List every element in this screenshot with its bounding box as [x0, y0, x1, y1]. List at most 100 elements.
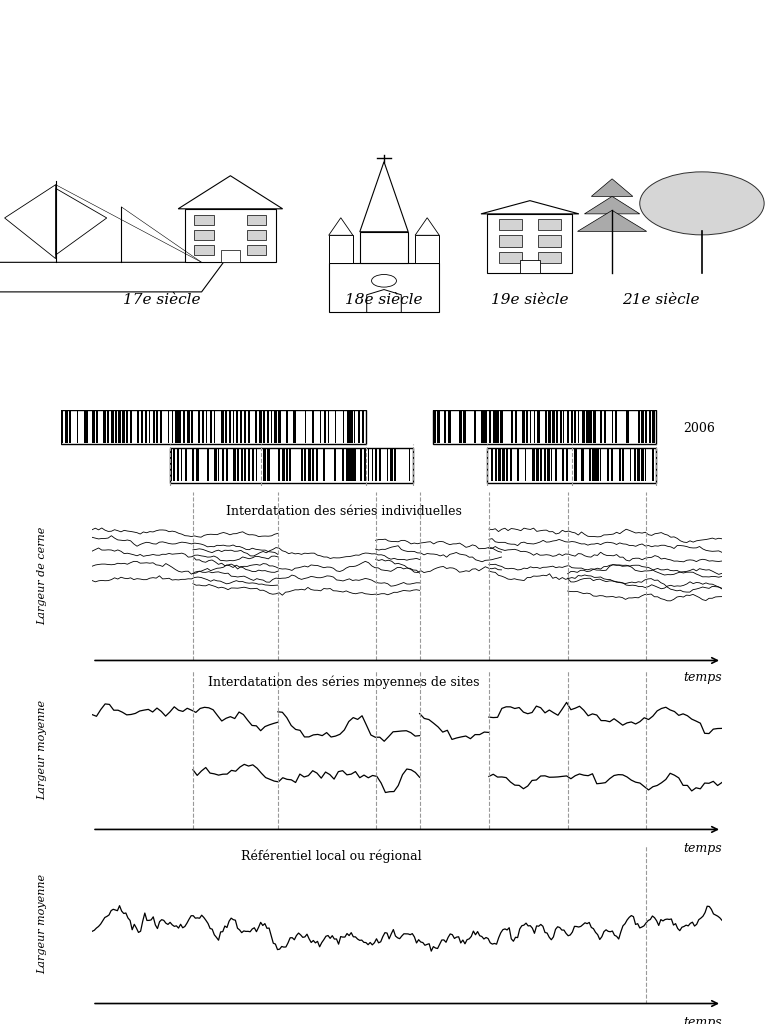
Polygon shape: [5, 184, 56, 259]
Bar: [111, 410, 114, 442]
Text: 18e siècle: 18e siècle: [346, 293, 422, 307]
Bar: [270, 410, 272, 442]
Bar: [346, 447, 349, 481]
Text: 17e siècle: 17e siècle: [123, 293, 200, 307]
Bar: [379, 447, 381, 481]
Bar: [218, 447, 220, 481]
Bar: [498, 219, 522, 230]
Bar: [515, 410, 517, 442]
Bar: [474, 410, 475, 442]
Bar: [161, 410, 162, 442]
Bar: [485, 410, 487, 442]
Bar: [225, 410, 227, 442]
Bar: [252, 447, 253, 481]
Bar: [615, 410, 617, 442]
Bar: [362, 410, 364, 442]
Bar: [592, 447, 596, 481]
Bar: [92, 410, 94, 442]
Bar: [153, 410, 154, 442]
Bar: [329, 263, 439, 312]
Bar: [545, 410, 547, 442]
Bar: [65, 410, 68, 442]
Bar: [487, 449, 656, 482]
Bar: [548, 410, 551, 442]
Bar: [308, 447, 311, 481]
Bar: [526, 410, 528, 442]
Polygon shape: [0, 262, 223, 292]
Bar: [107, 410, 108, 442]
Bar: [300, 447, 303, 481]
Bar: [552, 410, 554, 442]
Bar: [316, 447, 318, 481]
Bar: [437, 410, 440, 442]
Circle shape: [640, 172, 764, 234]
Bar: [278, 410, 280, 442]
Bar: [596, 447, 599, 481]
Bar: [353, 447, 356, 481]
Bar: [495, 447, 497, 481]
Bar: [170, 449, 413, 482]
Text: Largeur moyenne: Largeur moyenne: [37, 874, 47, 974]
Bar: [530, 410, 531, 442]
Bar: [582, 410, 585, 442]
Bar: [190, 410, 194, 442]
Bar: [372, 447, 373, 481]
Bar: [482, 410, 485, 442]
Bar: [130, 410, 132, 442]
Text: temps: temps: [684, 842, 722, 855]
Bar: [202, 410, 204, 442]
Bar: [247, 215, 266, 225]
Polygon shape: [359, 162, 409, 231]
Bar: [390, 447, 393, 481]
Bar: [645, 447, 647, 481]
Bar: [184, 447, 187, 481]
Bar: [192, 447, 194, 481]
Bar: [175, 410, 179, 442]
Bar: [256, 447, 257, 481]
Bar: [433, 410, 656, 444]
Bar: [206, 410, 207, 442]
Bar: [263, 447, 266, 481]
Bar: [368, 447, 369, 481]
Bar: [510, 447, 512, 481]
Bar: [562, 447, 564, 481]
Bar: [198, 410, 200, 442]
Bar: [177, 447, 179, 481]
Bar: [346, 410, 349, 442]
Bar: [141, 410, 143, 442]
Bar: [581, 447, 584, 481]
Bar: [491, 447, 493, 481]
Bar: [247, 230, 266, 241]
Bar: [567, 410, 569, 442]
Bar: [274, 410, 277, 442]
Text: Largeur moyenne: Largeur moyenne: [37, 700, 47, 800]
Bar: [525, 447, 526, 481]
Bar: [324, 410, 326, 442]
Bar: [172, 410, 173, 442]
Bar: [630, 447, 631, 481]
Polygon shape: [415, 218, 439, 236]
Bar: [506, 447, 508, 481]
Bar: [237, 447, 239, 481]
Bar: [305, 410, 306, 442]
Bar: [240, 410, 242, 442]
Bar: [247, 245, 266, 255]
Bar: [194, 245, 214, 255]
Bar: [327, 410, 329, 442]
Bar: [459, 410, 462, 442]
Bar: [126, 410, 128, 442]
Bar: [286, 410, 288, 442]
Bar: [394, 447, 396, 481]
Bar: [349, 447, 353, 481]
Bar: [286, 447, 288, 481]
Bar: [500, 410, 502, 442]
Polygon shape: [329, 218, 353, 236]
Bar: [343, 410, 344, 442]
Bar: [511, 410, 513, 442]
Bar: [619, 447, 621, 481]
Bar: [637, 410, 640, 442]
Bar: [415, 236, 439, 263]
Text: Largeur de cerne: Largeur de cerne: [37, 526, 47, 626]
Bar: [263, 410, 265, 442]
Bar: [536, 447, 539, 481]
